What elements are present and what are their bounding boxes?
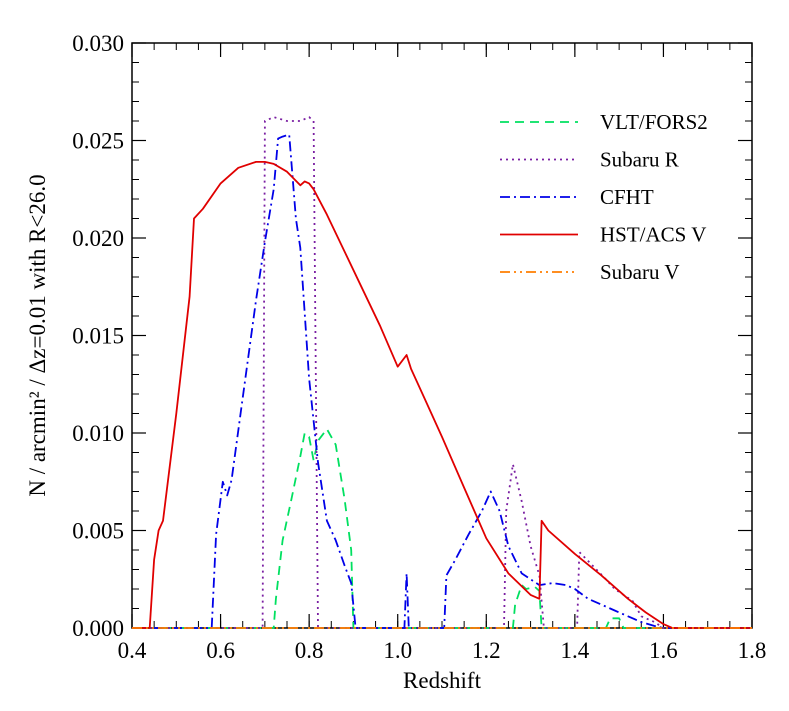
series-subaru-r [132,116,752,629]
axis-tick-labels: 0.4 0.6 0.8 1.0 1.2 1.4 1.6 1.8 0.000 0.005 0.010 0… [72,31,766,663]
series-cfht [132,133,752,629]
x-tick-label: 1.0 [383,638,412,663]
legend-label: CFHT [600,185,654,209]
x-tick-label: 1.6 [649,638,678,663]
y-tick-label: 0.025 [72,129,124,154]
x-tick-label: 1.8 [738,638,767,663]
y-tick-label: 0.000 [72,616,124,641]
y-tick-label: 0.005 [72,519,124,544]
legend-label: Subaru V [600,260,680,284]
series-layer [132,116,752,629]
legend: VLT/FORS2 Subaru R CFHT HST/ACS V Subaru V [500,110,708,284]
legend-label: VLT/FORS2 [600,110,708,134]
x-tick-label: 0.8 [295,638,324,663]
y-tick-label: 0.030 [72,31,124,56]
x-tick-label: 1.2 [472,638,501,663]
x-axis-label: Redshift [403,668,482,693]
y-axis-label: N / arcmin² / Δz=0.01 with R<26.0 [25,174,50,496]
x-tick-label: 0.4 [118,638,147,663]
x-tick-label: 0.6 [206,638,235,663]
legend-label: Subaru R [600,148,679,172]
series-hst-acs-v [132,160,752,629]
series-vlt-fors2 [132,428,752,629]
legend-label: HST/ACS V [600,223,706,247]
axis-ticks [131,42,753,629]
y-tick-label: 0.020 [72,226,124,251]
y-tick-label: 0.010 [72,421,124,446]
x-tick-label: 1.4 [560,638,589,663]
y-tick-label: 0.015 [72,324,124,349]
